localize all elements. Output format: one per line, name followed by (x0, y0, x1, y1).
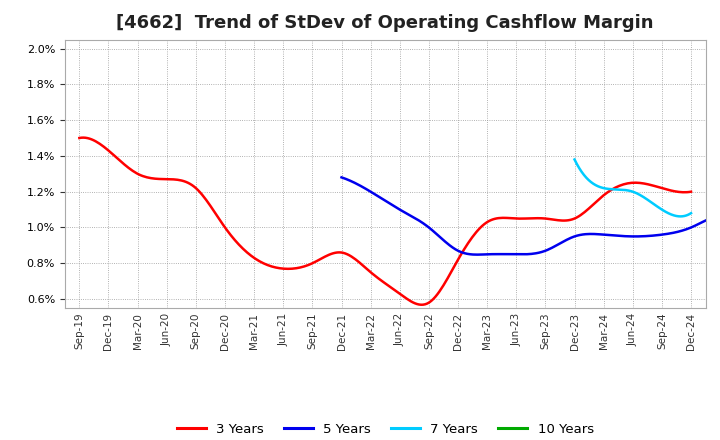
3 Years (444, 276, 452, 281)
5 Years (606, 233, 615, 238)
5 Years (599, 232, 608, 237)
3 Years (595, 197, 603, 202)
7 Years (642, 196, 650, 201)
7 Years (676, 214, 685, 219)
3 Years (687, 189, 696, 194)
3 Years (75, 136, 84, 141)
5 Years (337, 175, 346, 180)
7 Years (687, 210, 696, 216)
7 Years (668, 213, 677, 218)
7 Years (570, 158, 579, 163)
7 Years (676, 214, 685, 219)
3 Years (454, 257, 462, 263)
5 Years (707, 215, 716, 220)
7 Years (570, 157, 579, 162)
5 Years (598, 232, 606, 237)
7 Years (639, 194, 648, 200)
3 Years (441, 279, 450, 285)
3 Years (79, 135, 88, 140)
Legend: 3 Years, 5 Years, 7 Years, 10 Years: 3 Years, 5 Years, 7 Years, 10 Years (171, 418, 599, 440)
Line: 5 Years: 5 Years (341, 177, 720, 255)
5 Years (473, 252, 482, 257)
7 Years (639, 194, 648, 200)
3 Years (77, 135, 86, 140)
3 Years (417, 302, 426, 308)
5 Years (338, 175, 347, 180)
Title: [4662]  Trend of StDev of Operating Cashflow Margin: [4662] Trend of StDev of Operating Cashf… (117, 15, 654, 33)
3 Years (634, 180, 642, 185)
Line: 3 Years: 3 Years (79, 138, 691, 305)
Line: 7 Years: 7 Years (575, 159, 691, 216)
